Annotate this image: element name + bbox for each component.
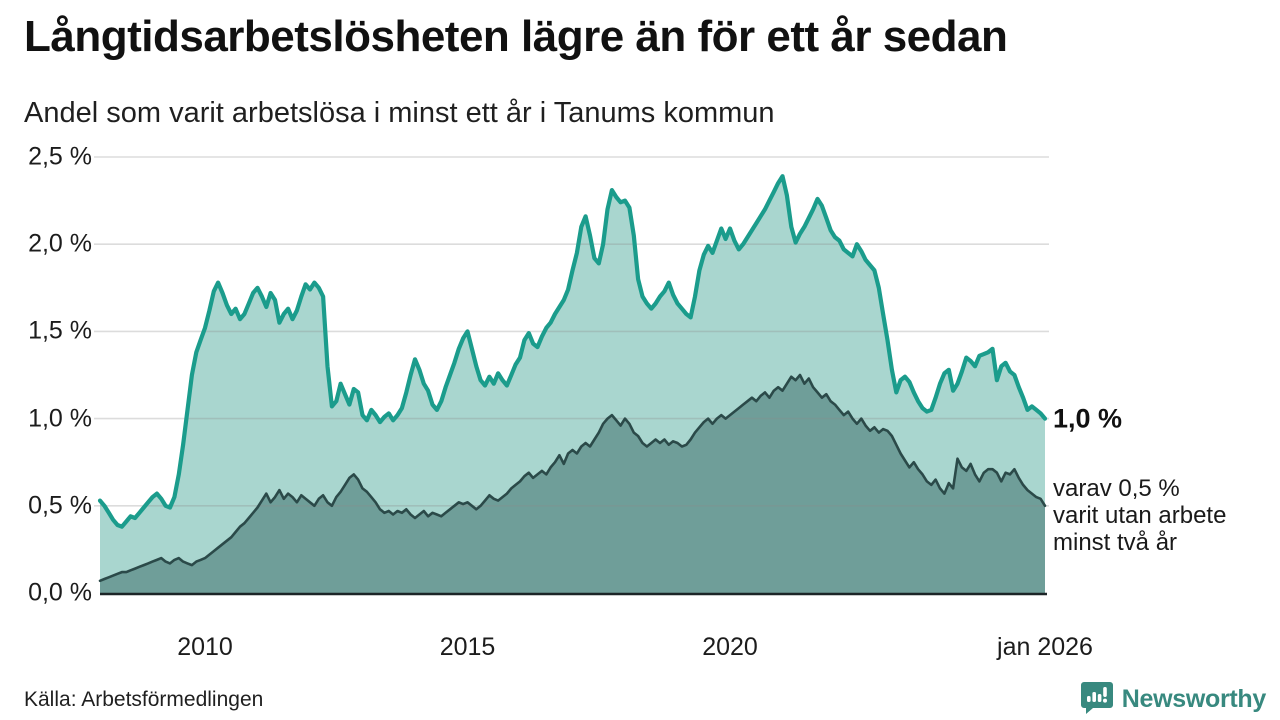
bar-chart-speech-bubble-icon — [1080, 680, 1114, 719]
y-tick-label: 0,5 % — [28, 491, 92, 520]
latest-value-label: 1,0 % — [1053, 403, 1123, 434]
y-tick-label: 1,0 % — [28, 404, 92, 433]
whereof-line-2: varit utan arbete — [1053, 501, 1227, 529]
brand-logo[interactable]: Newsworthy — [1080, 680, 1266, 719]
y-tick-label: 0,0 % — [28, 578, 92, 607]
x-tick-label: 2015 — [439, 633, 496, 661]
whereof-line-1: varav 0,5 % — [1053, 474, 1180, 502]
page-title: Långtidsarbetslösheten lägre än för ett … — [24, 12, 1008, 61]
y-tick-label: 1,5 % — [28, 316, 92, 345]
source-note: Källa: Arbetsförmedlingen — [24, 688, 264, 711]
y-tick-label: 2,0 % — [28, 229, 92, 258]
brand-name: Newsworthy — [1121, 685, 1267, 713]
whereof-annotation: varav 0,5 % varit utan arbete minst två … — [1053, 474, 1273, 557]
x-tick-label: 2020 — [702, 633, 758, 661]
area-fill-2yr — [100, 375, 1045, 593]
line-2yr — [98, 373, 1047, 583]
x-tick-label: jan 2026 — [997, 633, 1093, 661]
y-tick-label: 2,5 % — [28, 142, 92, 171]
line-1yr — [97, 174, 1048, 529]
chart-subtitle: Andel som varit arbetslösa i minst ett å… — [24, 97, 775, 129]
whereof-line-3: minst två år — [1053, 528, 1178, 556]
x-tick-label: 2010 — [177, 633, 233, 661]
